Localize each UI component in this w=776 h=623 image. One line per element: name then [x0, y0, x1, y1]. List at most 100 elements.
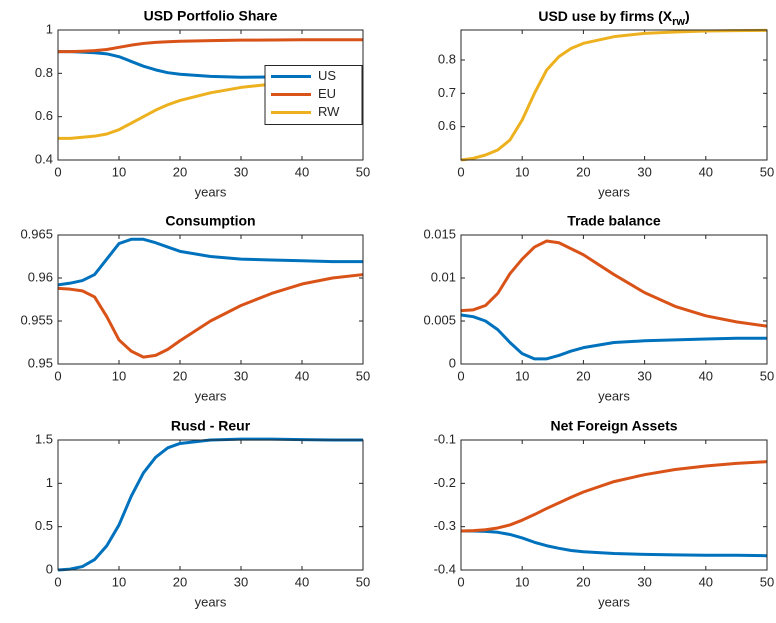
y-tick-label: -0.3: [434, 518, 456, 533]
x-tick-label: 20: [173, 574, 187, 589]
y-tick-label: 0.5: [35, 518, 53, 533]
x-tick-label: 30: [637, 574, 651, 589]
x-tick-label: 40: [295, 574, 309, 589]
y-tick-label: 0.955: [20, 312, 53, 327]
y-tick-label: 0: [449, 355, 456, 370]
x-tick-label: 20: [173, 368, 187, 383]
y-tick-label: 0.4: [35, 151, 53, 166]
y-tick-label: 0.005: [423, 312, 456, 327]
title-part: ): [685, 8, 690, 24]
x-tick-label: 40: [699, 164, 713, 179]
x-tick-label: 10: [515, 164, 529, 179]
legend: US EU RW: [264, 65, 363, 125]
x-tick-label: 20: [576, 368, 590, 383]
data-line: [460, 28, 768, 162]
subplot: 0 10 20 30 40 50 0 0.005 0.01 0.015 Trade balance y…: [423, 213, 774, 404]
axes-box: [57, 234, 364, 365]
x-tick-label: 0: [457, 164, 464, 179]
x-tick-label: 30: [234, 368, 248, 383]
x-tick-label: 30: [637, 368, 651, 383]
y-tick-label: 0.8: [438, 51, 456, 66]
y-tick-label: -0.2: [434, 475, 456, 490]
y-tick-label: 0: [46, 561, 53, 576]
y-tick-label: 0.8: [35, 65, 53, 80]
plot-area: [461, 440, 767, 570]
legend-label: EU: [318, 86, 336, 101]
x-tick-label: 50: [356, 574, 370, 589]
x-tick-label: 50: [760, 574, 774, 589]
data-line: [460, 460, 768, 533]
legend-label: US: [318, 68, 336, 83]
plot-area: [461, 30, 767, 160]
x-axis-label: years: [598, 184, 630, 199]
x-tick-label: 40: [699, 368, 713, 383]
x-tick-label: 10: [112, 368, 126, 383]
x-tick-label: 50: [760, 368, 774, 383]
x-tick-label: 0: [54, 164, 61, 179]
chart-title: Consumption: [165, 213, 255, 229]
axes-box: [57, 439, 364, 571]
y-tick-label: -0.4: [434, 561, 456, 576]
chart-title: Trade balance: [567, 213, 661, 229]
subplot: 0 10 20 30 40 50 0.95 0.955 0.96 0.965 Consumption…: [20, 213, 370, 404]
x-axis-label: years: [195, 388, 227, 403]
title-part: rw: [672, 16, 685, 28]
x-axis-label: years: [195, 184, 227, 199]
y-tick-label: -0.1: [434, 431, 456, 446]
x-tick-label: 20: [173, 164, 187, 179]
chart-title: USD use by firms (Xrw): [538, 8, 689, 28]
subplot: 0 10 20 30 40 50 0 0.5 1 1.5 Rusd - Reur years: [35, 418, 370, 610]
plot-area: [58, 235, 363, 364]
y-tick-label: 0.95: [28, 355, 53, 370]
x-tick-label: 0: [54, 368, 61, 383]
subplot: 0 10 20 30 40 50 0.4 0.6 0.8 1 USD Portfolio Share…: [35, 8, 370, 200]
subplot: 0 10 20 30 40 50 -0.4 -0.3 -0.2 -0.1 Net Foreign A…: [434, 418, 775, 610]
x-tick-label: 50: [356, 368, 370, 383]
axes-box: [57, 29, 364, 161]
plot-area: [58, 440, 363, 570]
data-line: [57, 237, 363, 287]
y-tick-label: 1: [46, 475, 53, 490]
plot-area: [461, 235, 767, 364]
y-tick-label: 0.96: [28, 269, 53, 284]
x-tick-label: 40: [699, 574, 713, 589]
y-tick-label: 0.015: [423, 226, 456, 241]
x-tick-label: 10: [515, 368, 529, 383]
chart-title: USD Portfolio Share: [144, 8, 278, 24]
x-tick-label: 20: [576, 164, 590, 179]
data-line: [58, 38, 363, 54]
axes-box: [460, 29, 768, 161]
x-axis-label: years: [598, 594, 630, 609]
y-tick-label: 1: [46, 21, 53, 36]
x-tick-label: 40: [295, 164, 309, 179]
y-tick-label: 0.7: [438, 85, 456, 100]
x-tick-label: 30: [234, 574, 248, 589]
y-tick-label: 0.6: [438, 118, 456, 133]
x-tick-label: 30: [637, 164, 651, 179]
data-line: [57, 437, 363, 572]
y-tick-label: 0.6: [35, 108, 53, 123]
axes-box: [460, 234, 768, 365]
data-line: [460, 313, 767, 361]
y-tick-label: 0.965: [20, 226, 53, 241]
chart-title: Rusd - Reur: [171, 418, 251, 434]
x-tick-label: 10: [515, 574, 529, 589]
x-tick-label: 40: [295, 368, 309, 383]
x-tick-label: 0: [457, 368, 464, 383]
x-tick-label: 30: [234, 164, 248, 179]
data-line: [57, 273, 364, 359]
data-line: [461, 529, 768, 558]
x-tick-label: 20: [576, 574, 590, 589]
x-axis-label: years: [598, 388, 630, 403]
x-tick-label: 50: [760, 164, 774, 179]
axes-box: [460, 439, 768, 571]
x-tick-label: 50: [356, 164, 370, 179]
data-line: [460, 239, 768, 328]
x-tick-label: 10: [112, 574, 126, 589]
x-tick-label: 10: [112, 164, 126, 179]
y-tick-label: 1.5: [35, 431, 53, 446]
x-tick-label: 0: [54, 574, 61, 589]
legend-label: RW: [318, 104, 340, 119]
